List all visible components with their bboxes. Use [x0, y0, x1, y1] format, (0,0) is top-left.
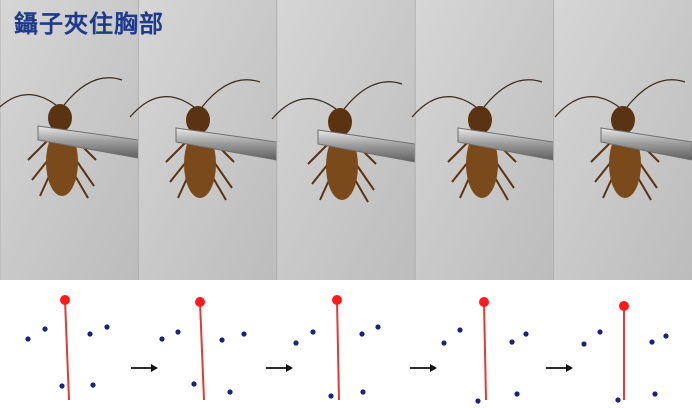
antenna — [411, 96, 477, 118]
stick-figure-3 — [293, 295, 381, 401]
antenna — [554, 96, 620, 118]
insect-leg — [495, 161, 515, 189]
leg-point — [663, 333, 669, 339]
leg-point — [597, 329, 603, 335]
insect-leg — [73, 173, 89, 199]
stick-figure-4 — [441, 297, 529, 404]
right-arrow-icon — [546, 364, 573, 372]
body-axis-line — [483, 301, 487, 401]
antenna — [271, 98, 337, 120]
leg-point — [523, 331, 529, 337]
insect-leg — [31, 159, 49, 181]
insect-leg — [27, 139, 49, 161]
stick-figure-2 — [159, 297, 247, 401]
leg-point — [25, 336, 31, 342]
leg-point — [328, 393, 334, 399]
arrow-head — [151, 364, 158, 372]
insect-leg — [307, 143, 329, 165]
insect-leg — [211, 175, 227, 201]
figure-title: 鑷子夾住胸部 — [14, 9, 164, 38]
stick-figure-strip — [25, 295, 669, 404]
insect-leg — [447, 141, 469, 163]
leg-point — [175, 329, 181, 335]
antenna — [0, 94, 57, 108]
insect-head — [611, 106, 635, 134]
head-marker — [60, 295, 70, 305]
stick-figure-5 — [581, 301, 669, 403]
leg-point — [457, 327, 463, 333]
leg-point — [514, 391, 520, 397]
insect-leg — [493, 175, 509, 201]
leg-point — [475, 398, 481, 404]
leg-point — [649, 339, 655, 345]
leg-point — [90, 382, 96, 388]
insect-leg — [311, 163, 329, 185]
right-arrow-icon — [410, 364, 437, 372]
arrow-head — [430, 364, 437, 372]
antenna — [129, 96, 195, 118]
frame-5 — [553, 0, 692, 280]
body-axis-line — [64, 299, 70, 401]
stick-figure-1 — [25, 295, 110, 401]
insect-leg — [594, 161, 612, 183]
antenna — [343, 81, 403, 110]
leg-point — [581, 341, 587, 347]
leg-point — [159, 336, 165, 342]
head-marker — [619, 301, 629, 311]
leg-point — [191, 381, 197, 387]
insect-leg — [355, 163, 375, 191]
tweezer — [600, 127, 692, 161]
insect-leg — [451, 161, 469, 183]
arrow-head — [566, 364, 573, 372]
head-marker — [195, 297, 205, 307]
antenna — [63, 77, 123, 106]
frame-3 — [271, 0, 416, 280]
leg-point — [441, 340, 447, 346]
frame-1 — [0, 0, 139, 280]
leg-point — [219, 337, 225, 343]
antenna — [626, 79, 686, 108]
leg-point — [652, 391, 658, 397]
insect-leg — [169, 161, 187, 183]
leg-point — [241, 331, 247, 337]
antenna — [483, 79, 543, 108]
insect-leg — [636, 175, 652, 201]
insect-head — [328, 108, 352, 136]
head-marker — [332, 295, 342, 305]
arrow-head — [286, 364, 293, 372]
frame-4 — [411, 0, 555, 280]
insect-leg — [165, 141, 187, 163]
right-arrow-icon — [266, 364, 293, 372]
leg-point — [615, 397, 621, 403]
insect-leg — [590, 141, 612, 163]
insect-head — [468, 106, 492, 134]
leg-point — [42, 326, 48, 332]
leg-point — [359, 331, 365, 337]
leg-point — [59, 383, 65, 389]
insect-leg — [638, 161, 658, 189]
body-axis-line — [199, 301, 205, 401]
insect-head — [186, 106, 210, 134]
right-arrow-icon — [131, 364, 158, 372]
leg-point — [310, 329, 316, 335]
leg-point — [375, 324, 381, 330]
insect-leg — [75, 159, 95, 187]
leg-point — [293, 340, 299, 346]
photo-strip — [0, 0, 692, 280]
head-marker — [479, 297, 489, 307]
insect-head — [48, 104, 72, 132]
frame-2 — [129, 0, 278, 280]
insect-leg — [213, 161, 233, 189]
leg-point — [360, 389, 366, 395]
body-axis-line — [336, 299, 340, 401]
insect-leg — [353, 177, 369, 203]
leg-point — [509, 339, 515, 345]
antenna — [201, 79, 261, 108]
leg-point — [104, 324, 110, 330]
leg-point — [87, 331, 93, 337]
leg-point — [227, 389, 233, 395]
